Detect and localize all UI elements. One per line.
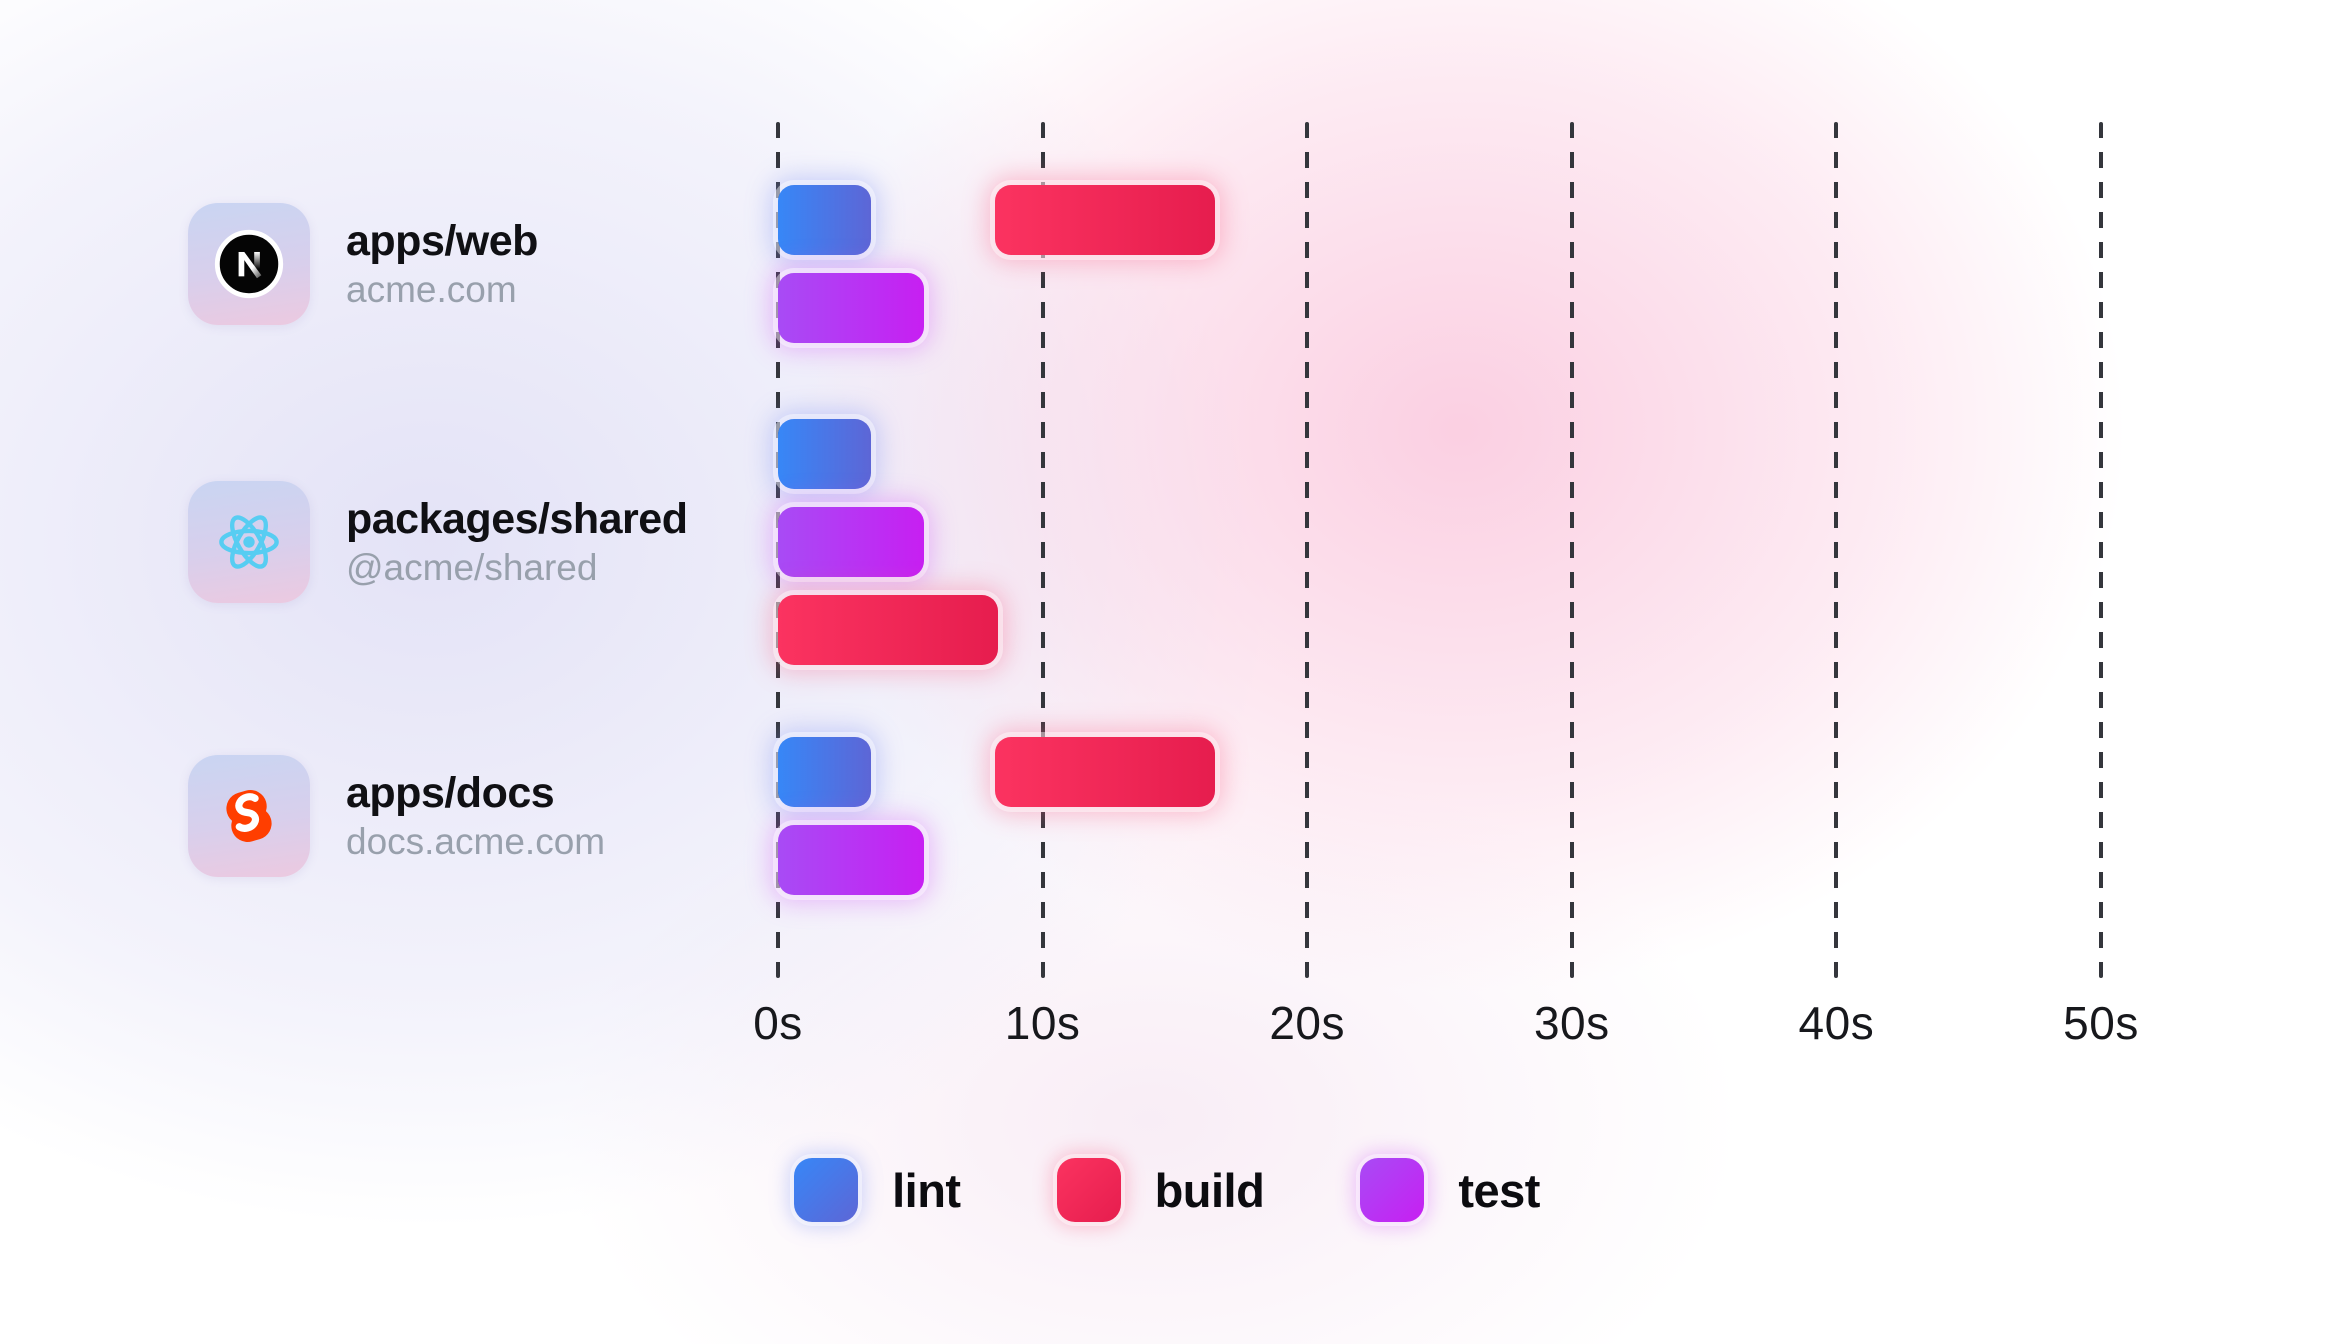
package-name: apps/web [346, 217, 538, 265]
nextjs-logo-icon [188, 203, 310, 325]
axis-tick-50s: 50s [2063, 997, 2139, 1049]
task-bar-packages-shared-build [778, 595, 998, 665]
axis-tick-10s: 10s [1004, 997, 1081, 1049]
gridline-30s [1569, 122, 1574, 978]
gridline-10s [1040, 122, 1045, 978]
test-color-swatch [1360, 1158, 1425, 1222]
row-apps-docs-text: apps/docs docs.acme.com [346, 767, 605, 865]
axis-tick-0s: 0s [753, 997, 803, 1049]
legend: lint build test [0, 1158, 2334, 1222]
gridline-40s [1834, 122, 1839, 978]
task-bar-apps-web-test [778, 273, 924, 343]
row-packages-shared-text: packages/shared @acme/shared [346, 493, 688, 591]
lint-color-swatch [794, 1158, 859, 1222]
task-bar-apps-docs-build [994, 737, 1215, 807]
row-packages-shared: packages/shared @acme/shared [188, 481, 688, 603]
row-apps-web: apps/web acme.com [188, 203, 538, 325]
react-logo-icon [188, 481, 310, 603]
task-bar-apps-docs-lint [778, 737, 871, 807]
build-color-swatch [1056, 1158, 1121, 1222]
gridline-50s [2099, 122, 2103, 978]
task-bar-apps-web-lint [778, 185, 871, 255]
task-bar-apps-docs-test [778, 825, 924, 895]
svelte-logo-icon [188, 755, 310, 877]
package-name: packages/shared [346, 495, 688, 543]
task-bar-packages-shared-test [778, 507, 924, 577]
task-bar-apps-web-build [994, 185, 1215, 255]
axis-tick-40s: 40s [1798, 997, 1875, 1049]
row-apps-docs: apps/docs docs.acme.com [188, 755, 605, 877]
row-apps-web-text: apps/web acme.com [346, 215, 538, 313]
task-bar-packages-shared-lint [778, 419, 871, 489]
axis-tick-20s: 20s [1269, 997, 1346, 1049]
legend-item-test: test [1360, 1158, 1540, 1222]
package-subtitle: docs.acme.com [346, 821, 606, 862]
package-subtitle: acme.com [346, 269, 517, 310]
package-name: apps/docs [346, 769, 555, 817]
legend-item-lint: lint [794, 1158, 961, 1222]
gridline-20s [1305, 122, 1310, 978]
legend-label: test [1458, 1163, 1540, 1217]
axis-tick-30s: 30s [1533, 997, 1610, 1049]
legend-label: lint [892, 1163, 961, 1217]
legend-item-build: build [1056, 1158, 1265, 1222]
package-subtitle: @acme/shared [346, 547, 598, 588]
legend-label: build [1154, 1163, 1265, 1217]
